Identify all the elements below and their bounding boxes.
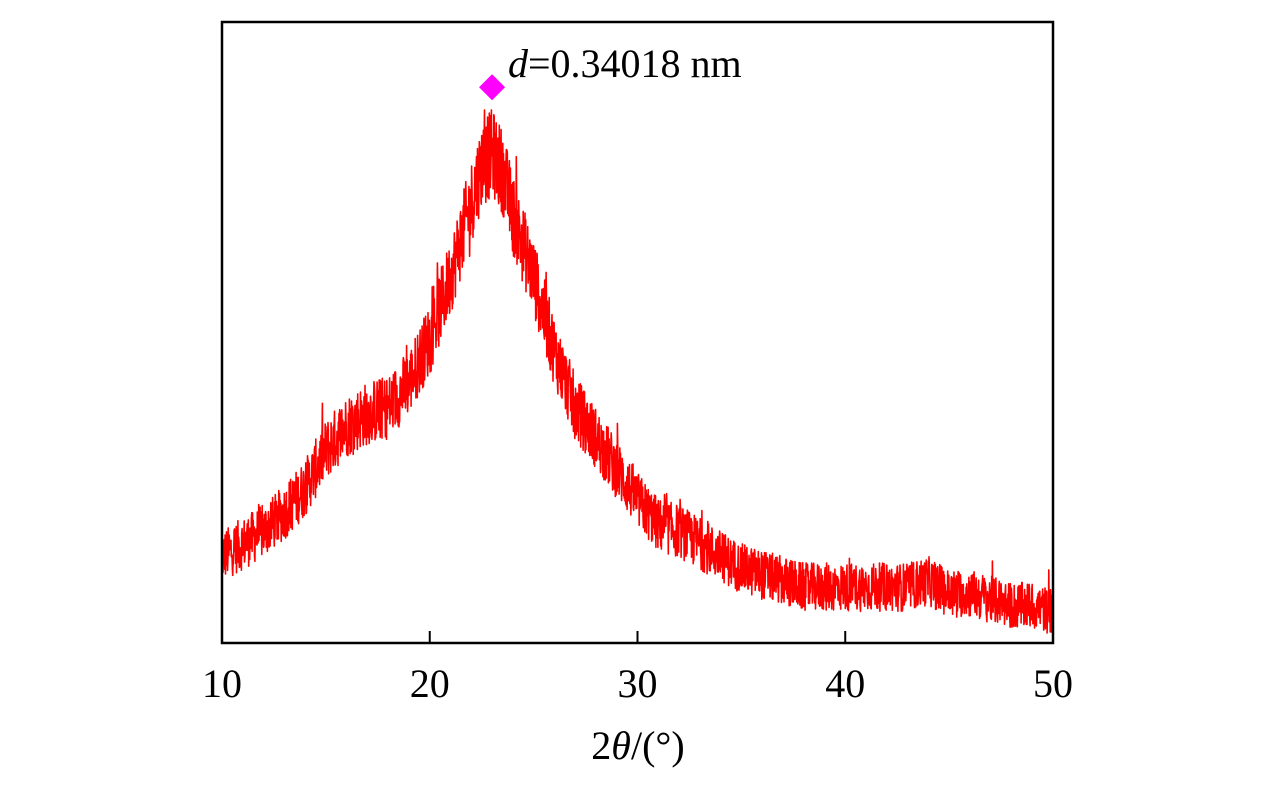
x-axis-title-prefix: 2 [591,723,611,768]
x-tick-label: 10 [202,661,242,706]
x-axis: 10 20 30 40 50 [202,631,1073,706]
x-tick-label: 40 [825,661,865,706]
x-tick-label: 30 [618,661,658,706]
x-axis-title-theta: θ [611,723,631,768]
x-tick-label: 50 [1033,661,1073,706]
peak-marker-group [479,74,506,101]
diffraction-pattern-line [221,109,1054,634]
peak-annotation: d=0.34018 nm [508,41,742,86]
x-axis-title: 2θ/(°) [591,723,684,768]
plot-frame [220,20,1055,645]
peak-diamond-marker [479,74,506,101]
peak-annotation-value: =0.34018 nm [528,41,742,86]
series-line [221,109,1054,634]
x-axis-title-unit: /(°) [631,723,685,768]
x-tick-label: 20 [410,661,450,706]
peak-annotation-italic: d [508,41,529,86]
